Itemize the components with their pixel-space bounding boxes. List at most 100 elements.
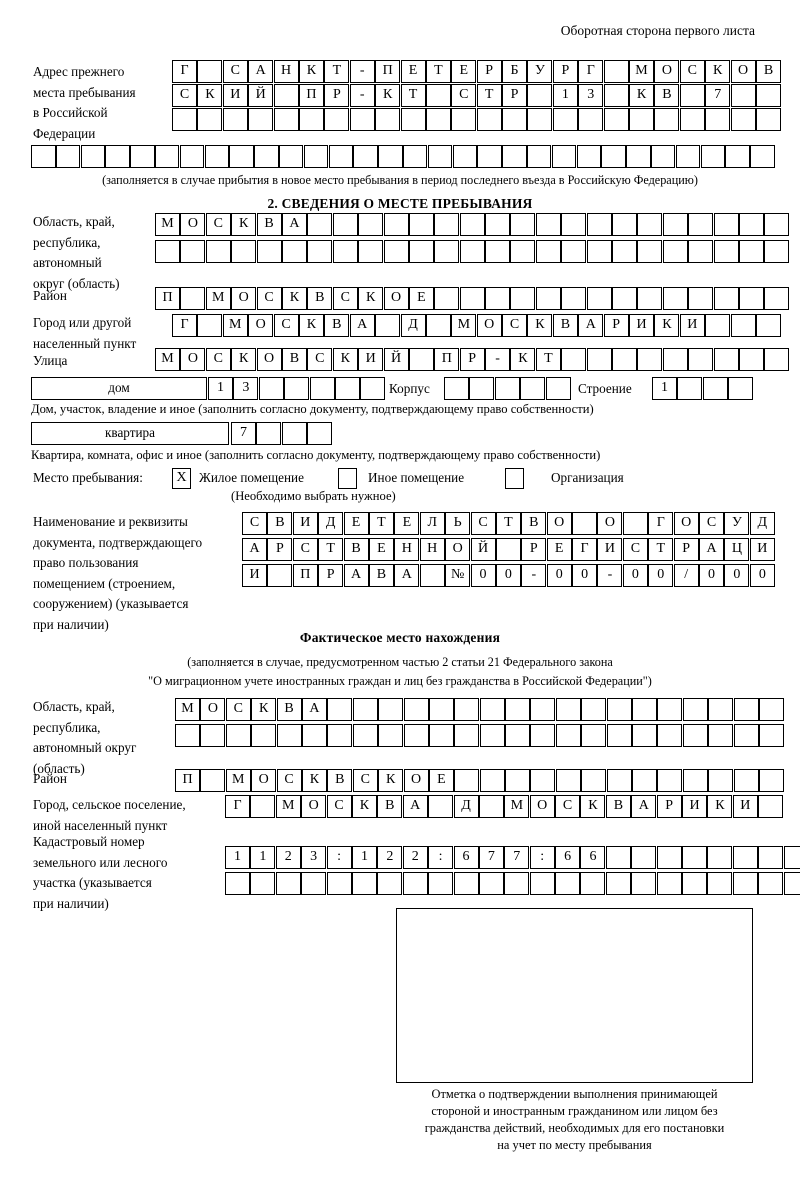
form-cell[interactable]: М <box>205 287 231 310</box>
form-cell[interactable] <box>476 108 502 131</box>
form-cell[interactable] <box>225 872 250 895</box>
form-cell[interactable]: С <box>273 314 299 337</box>
form-cell[interactable]: 3 <box>301 846 327 869</box>
form-cell[interactable] <box>637 240 663 263</box>
form-cell[interactable]: В <box>307 287 333 310</box>
form-cell[interactable] <box>581 698 607 721</box>
form-cell[interactable] <box>733 724 759 747</box>
form-cell[interactable]: К <box>654 314 680 337</box>
form-cell[interactable]: И <box>749 538 775 561</box>
form-cell[interactable]: О <box>529 795 555 818</box>
form-cell[interactable]: О <box>248 314 274 337</box>
form-cell[interactable]: - <box>485 348 511 371</box>
form-cell[interactable] <box>713 240 739 263</box>
form-cell[interactable]: М <box>504 795 530 818</box>
form-cell[interactable]: Н <box>419 538 445 561</box>
form-cell[interactable]: М <box>629 60 655 83</box>
form-cell[interactable]: С <box>451 84 477 107</box>
form-cell[interactable]: О <box>445 538 471 561</box>
form-cell[interactable] <box>555 769 581 792</box>
form-cell[interactable] <box>400 108 426 131</box>
form-cell[interactable] <box>705 108 731 131</box>
form-cell[interactable]: 1 <box>208 377 233 400</box>
form-cell[interactable] <box>505 724 531 747</box>
form-cell[interactable] <box>485 240 511 263</box>
form-cell[interactable]: М <box>222 314 248 337</box>
form-cell[interactable] <box>758 846 784 869</box>
form-cell[interactable] <box>485 287 511 310</box>
form-cell[interactable]: К <box>375 84 401 107</box>
form-cell[interactable]: Т <box>368 512 394 535</box>
form-cell[interactable] <box>459 287 485 310</box>
form-cell[interactable] <box>197 314 223 337</box>
form-cell[interactable]: Й <box>248 84 274 107</box>
form-cell[interactable] <box>738 348 764 371</box>
form-cell[interactable] <box>606 769 632 792</box>
form-cell[interactable] <box>576 145 602 168</box>
form-cell[interactable]: Г <box>225 795 250 818</box>
form-cell[interactable] <box>520 377 546 400</box>
form-cell[interactable] <box>502 108 528 131</box>
form-cell[interactable]: К <box>510 348 536 371</box>
form-cell[interactable] <box>738 213 764 236</box>
form-cell[interactable] <box>478 795 504 818</box>
stroenie-row[interactable]: 1 <box>652 377 754 400</box>
form-cell[interactable]: 0 <box>495 564 521 587</box>
form-cell[interactable] <box>383 240 409 263</box>
form-cell[interactable]: Р <box>603 314 629 337</box>
form-cell[interactable]: И <box>629 314 655 337</box>
form-cell[interactable]: П <box>375 60 401 83</box>
form-cell[interactable] <box>200 769 226 792</box>
form-cell[interactable]: Г <box>572 538 598 561</box>
form-cell[interactable]: Н <box>394 538 420 561</box>
form-cell[interactable] <box>307 213 333 236</box>
form-cell[interactable]: К <box>281 287 307 310</box>
form-cell[interactable]: 0 <box>546 564 572 587</box>
form-cell[interactable]: Е <box>546 538 572 561</box>
form-cell[interactable] <box>358 213 384 236</box>
form-cell[interactable] <box>175 724 200 747</box>
form-cell[interactable] <box>650 145 676 168</box>
form-cell[interactable]: В <box>256 213 282 236</box>
form-cell[interactable] <box>586 240 612 263</box>
form-cell[interactable]: Е <box>408 287 434 310</box>
form-cell[interactable]: 0 <box>749 564 775 587</box>
form-cell[interactable] <box>454 698 480 721</box>
form-cell[interactable] <box>298 108 324 131</box>
form-cell[interactable]: : <box>326 846 352 869</box>
form-cell[interactable] <box>231 240 257 263</box>
form-cell[interactable] <box>545 377 571 400</box>
form-cell[interactable] <box>327 698 353 721</box>
form-cell[interactable] <box>631 872 657 895</box>
form-cell[interactable] <box>459 240 485 263</box>
form-cell[interactable] <box>510 287 536 310</box>
form-cell[interactable]: Р <box>656 795 682 818</box>
form-cell[interactable]: М <box>225 769 251 792</box>
form-cell[interactable] <box>353 145 378 168</box>
form-cell[interactable] <box>332 213 358 236</box>
form-cell[interactable]: : <box>529 846 555 869</box>
form-cell[interactable] <box>267 564 293 587</box>
form-cell[interactable] <box>307 240 333 263</box>
form-cell[interactable]: О <box>180 213 206 236</box>
form-cell[interactable]: С <box>292 538 318 561</box>
form-cell[interactable] <box>358 240 384 263</box>
form-cell[interactable]: В <box>324 314 350 337</box>
form-cell[interactable]: Н <box>273 60 299 83</box>
form-cell[interactable] <box>632 769 658 792</box>
form-cell[interactable]: 1 <box>652 377 677 400</box>
form-cell[interactable]: С <box>242 512 267 535</box>
form-cell[interactable]: : <box>428 846 454 869</box>
form-cell[interactable] <box>205 240 231 263</box>
form-cell[interactable]: Е <box>428 769 454 792</box>
form-cell[interactable] <box>378 698 404 721</box>
form-cell[interactable]: К <box>231 213 257 236</box>
form-cell[interactable]: 2 <box>377 846 403 869</box>
form-cell[interactable] <box>606 724 632 747</box>
form-cell[interactable] <box>453 872 479 895</box>
form-cell[interactable] <box>425 108 451 131</box>
